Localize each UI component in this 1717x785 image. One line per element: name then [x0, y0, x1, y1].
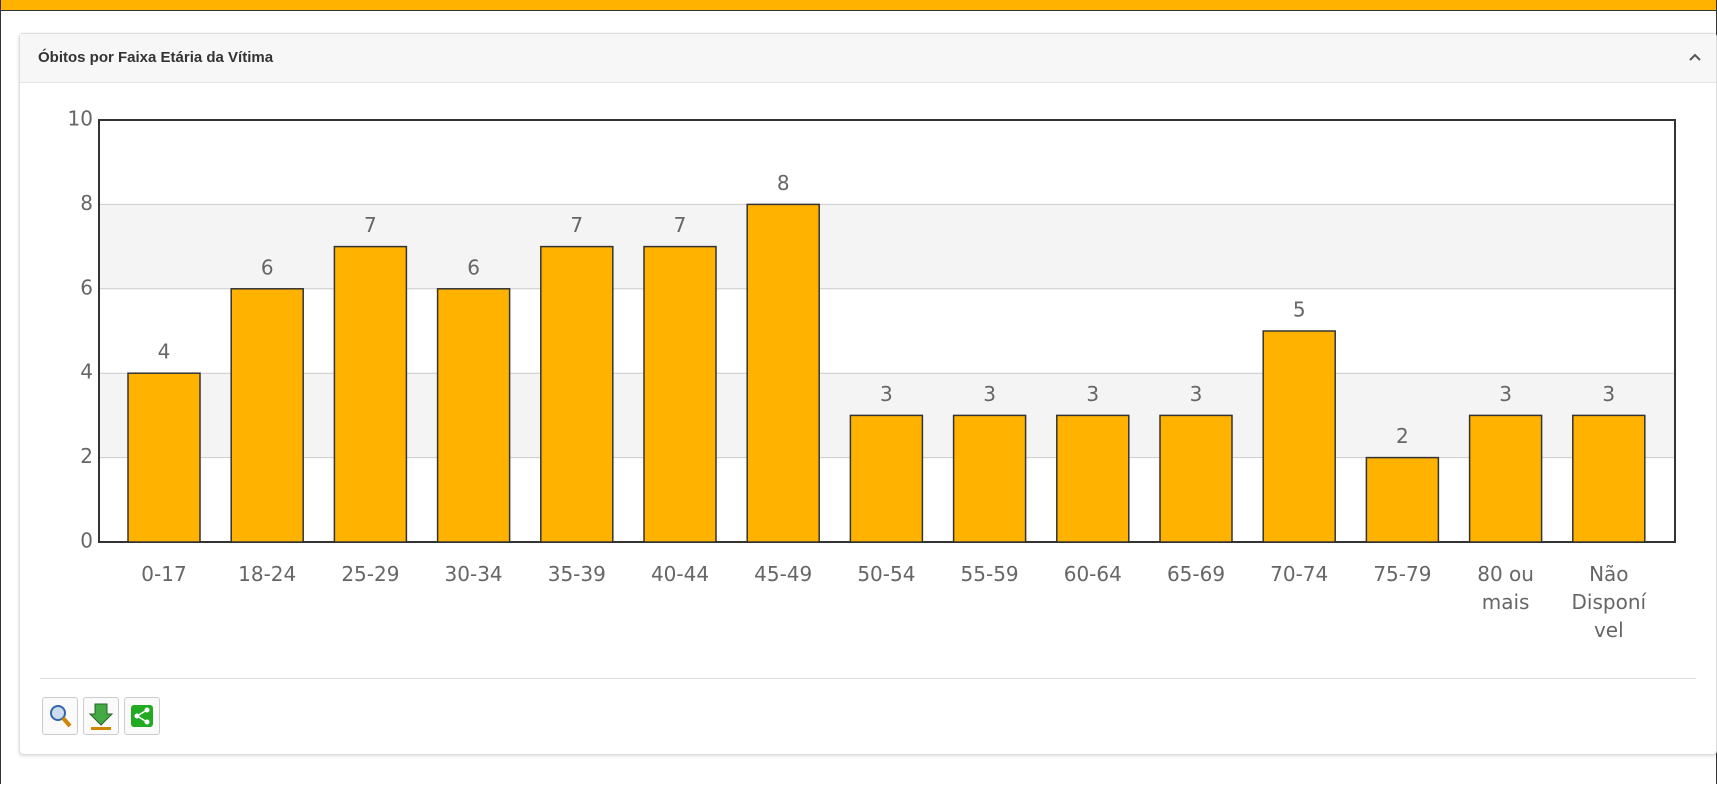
zoom-button[interactable] [42, 697, 78, 735]
bar [1159, 414, 1233, 543]
value-label: 5 [1293, 298, 1306, 322]
bar [746, 203, 820, 543]
x-tick-label: 50-54 [857, 562, 916, 586]
x-tick-label: Não Disponível [1571, 562, 1647, 642]
x-tick-label: 40-44 [650, 562, 710, 586]
bar [952, 414, 1027, 543]
panel-header: Óbitos por Faixa Etária da Vítima [20, 34, 1716, 83]
x-tick-label: 55-59 [960, 562, 1019, 586]
value-label: 7 [570, 213, 583, 237]
value-label: 7 [674, 213, 687, 237]
value-label: 8 [777, 171, 790, 195]
bar [1262, 330, 1336, 543]
value-label: 3 [1190, 382, 1203, 406]
value-label: 6 [467, 255, 480, 279]
y-tick-label: 0 [80, 529, 93, 553]
value-label: 6 [261, 255, 274, 279]
x-tick-label: 60-64 [1063, 562, 1122, 586]
value-label: 7 [364, 213, 377, 237]
bar [643, 245, 717, 543]
y-tick-label: 8 [80, 191, 93, 215]
value-label: 3 [1602, 382, 1615, 406]
x-tick-label: 25-29 [341, 562, 400, 586]
bar [849, 414, 924, 543]
y-tick-label: 10 [68, 107, 93, 131]
x-tick-label: 70-74 [1270, 562, 1329, 586]
value-label: 3 [983, 382, 996, 406]
bar [1572, 414, 1646, 543]
separator [40, 678, 1696, 679]
bar [436, 288, 511, 543]
collapse-button[interactable] [1688, 50, 1702, 64]
x-tick-label: 0-17 [141, 562, 187, 586]
x-tick-label: 45-49 [754, 562, 813, 586]
x-tick-label: 75-79 [1373, 562, 1432, 586]
bar [1056, 414, 1130, 543]
bar [230, 288, 304, 543]
value-label: 3 [1086, 382, 1099, 406]
value-label: 4 [158, 340, 171, 364]
panel-title: Óbitos por Faixa Etária da Vítima [38, 49, 274, 66]
share-button[interactable] [124, 697, 160, 735]
bar [127, 372, 201, 543]
x-tick-label: 35-39 [547, 562, 606, 586]
bar [540, 245, 614, 543]
bar [1468, 414, 1543, 543]
bar [333, 245, 408, 543]
y-tick-label: 6 [80, 275, 93, 299]
x-tick-label: 18-24 [238, 562, 297, 586]
value-label: 3 [1499, 382, 1512, 406]
x-tick-label: 65-69 [1166, 562, 1226, 586]
x-tick-label: 80 ou mais [1477, 562, 1534, 614]
x-tick-label: 30-34 [444, 562, 503, 586]
y-tick-label: 2 [80, 444, 93, 468]
download-button[interactable] [83, 697, 119, 735]
value-label: 2 [1396, 424, 1409, 448]
bar [1365, 456, 1440, 543]
y-tick-label: 4 [80, 360, 93, 384]
value-label: 3 [880, 382, 893, 406]
